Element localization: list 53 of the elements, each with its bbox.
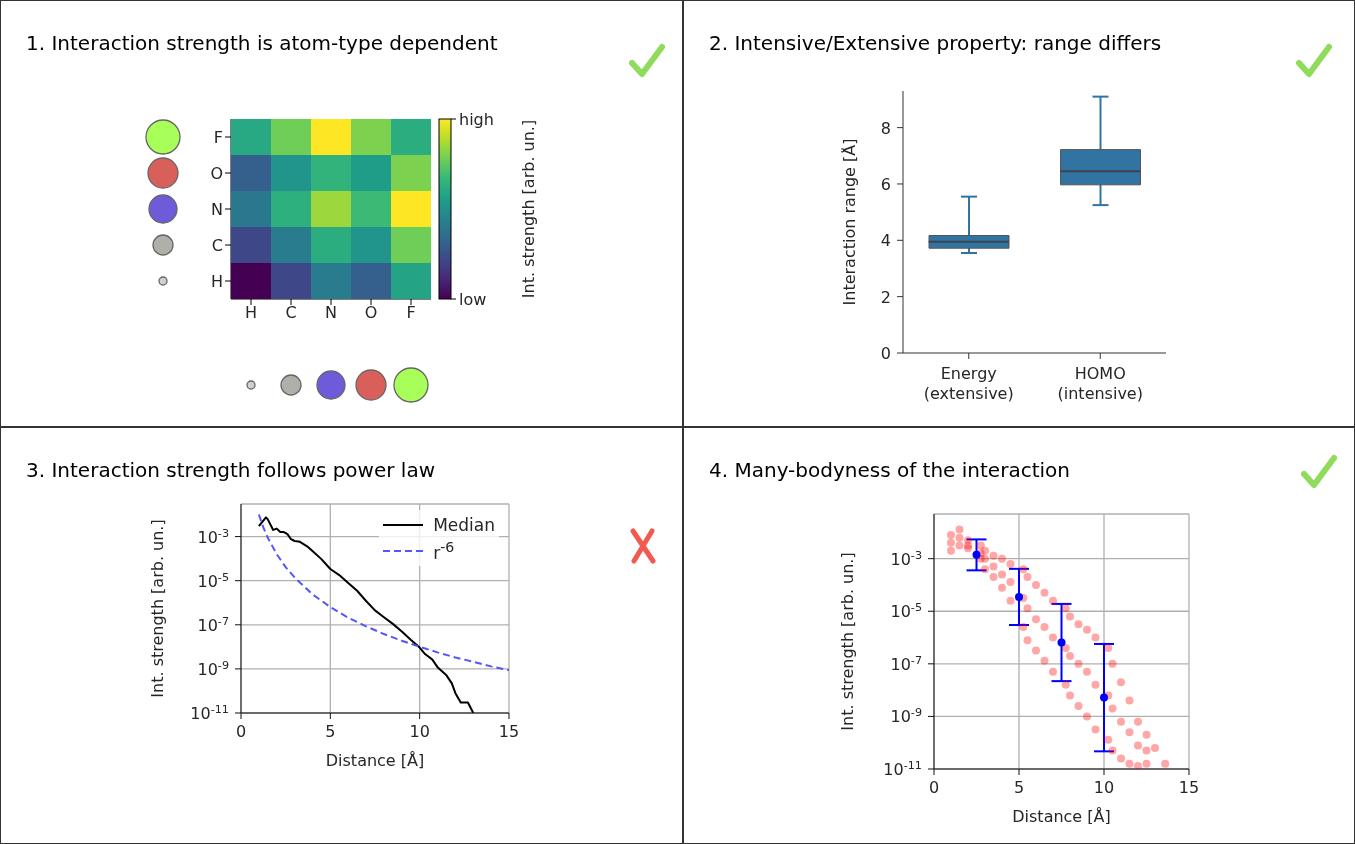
legend-label: r$^{-6}$ xyxy=(433,539,455,563)
y-tick-label: 10$^{-7}$ xyxy=(890,653,922,674)
y-tick-label: 2 xyxy=(880,287,891,307)
y-axis-title: Int. strength [arb. un.] xyxy=(837,552,857,731)
point xyxy=(1057,638,1066,647)
y-tick-label: 10$^{-5}$ xyxy=(197,570,229,591)
y-tick-label: 10$^{-9}$ xyxy=(197,658,229,679)
y-tick-label: 10$^{-9}$ xyxy=(890,705,922,727)
point xyxy=(1100,693,1108,702)
legend-label: Median xyxy=(433,515,495,535)
x-tick-label: 0 xyxy=(235,722,247,741)
color-bar-title: Int. strength [arb. un.] xyxy=(519,119,538,299)
line-series xyxy=(257,513,509,672)
x-tick-label: 15 xyxy=(1178,778,1200,797)
chart-title: 1. Interaction strength is atom-type dependent xyxy=(26,31,498,55)
x-tick-label: O xyxy=(364,303,378,323)
x-axis-title: Distance [Å] xyxy=(325,751,425,770)
y-tick-label: O xyxy=(210,163,223,183)
y-tick-label: F xyxy=(213,127,223,147)
y-tick-label: N xyxy=(211,199,223,219)
chart-title: 3. Interaction strength follows power law xyxy=(26,458,436,482)
color-bar-label: low xyxy=(459,290,487,309)
y-axis-title: Int. strength [arb. un.] xyxy=(147,519,167,698)
x-tick-label: HOMO (intensive) xyxy=(1057,364,1143,403)
color-bar-label: high xyxy=(459,110,494,129)
y-tick-label: 0 xyxy=(880,344,891,363)
y-tick-label: 10$^{-11}$ xyxy=(883,758,922,779)
x-tick-label: 5 xyxy=(325,722,336,741)
x-tick-label: Energy (extensive) xyxy=(923,364,1014,403)
y-tick-label: 10$^{-3}$ xyxy=(890,548,922,569)
y-tick-label: 4 xyxy=(880,231,891,251)
y-tick-label: 10$^{-5}$ xyxy=(890,600,922,622)
y-tick-label: 6 xyxy=(880,174,891,194)
y-tick-label: 10$^{-11}$ xyxy=(190,702,229,723)
x-tick-label: 15 xyxy=(498,722,520,741)
y-tick-label: 10$^{-7}$ xyxy=(197,614,229,635)
point xyxy=(1015,592,1023,601)
x-tick-label: 0 xyxy=(928,778,940,797)
x-tick-label: 5 xyxy=(1013,778,1025,797)
x-tick-label: C xyxy=(285,303,297,323)
chart-title: 2. Intensive/Extensive property: range differs xyxy=(709,31,1162,55)
y-tick-label: H xyxy=(210,271,223,291)
x-tick-label: H xyxy=(244,303,258,323)
y-tick-label: 8 xyxy=(880,118,891,138)
point xyxy=(972,550,981,559)
x-tick-label: 10 xyxy=(1093,778,1115,797)
chart-title: 4. Many-bodyness of the interaction xyxy=(709,458,1070,482)
x-tick-label: F xyxy=(406,303,416,323)
x-tick-label: 10 xyxy=(409,722,430,741)
x-tick-label: N xyxy=(325,303,337,323)
y-tick-label: C xyxy=(211,235,223,255)
x-axis-title: Distance [Å] xyxy=(1012,807,1111,826)
y-tick-label: 10$^{-3}$ xyxy=(197,526,229,547)
